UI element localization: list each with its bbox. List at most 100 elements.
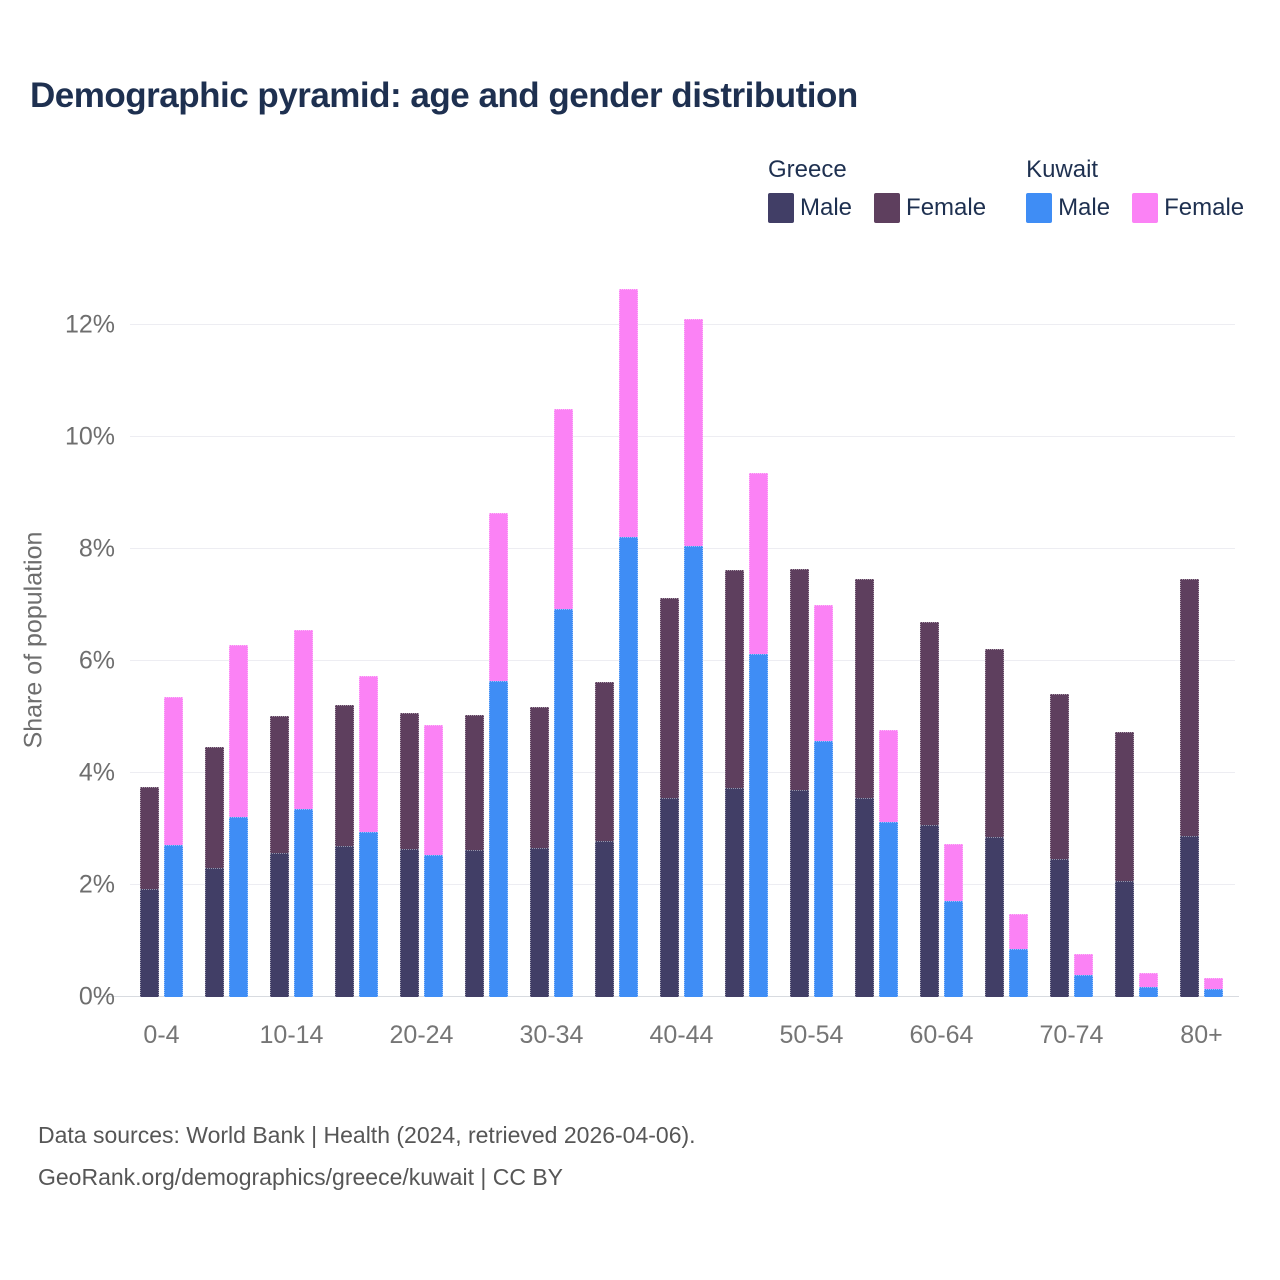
y-axis-title: Share of population <box>19 531 48 749</box>
bar-stack-greece-75-79 <box>1115 731 1134 997</box>
gridline-6pct <box>130 660 1235 661</box>
legend-group-greece: Greece Male Female <box>768 156 986 223</box>
gridline-8pct <box>130 548 1235 549</box>
bar-stack-kuwait-0-4 <box>164 697 183 997</box>
bar-stack-greece-30-34 <box>530 706 549 997</box>
bar-greece-male-0-4 <box>140 888 159 997</box>
bar-kuwait-male-30-34 <box>554 609 573 997</box>
bar-kuwait-female-45-49 <box>749 472 768 655</box>
bar-group-75-79 <box>1115 283 1158 997</box>
bar-stack-kuwait-45-49 <box>749 472 768 997</box>
bar-group-50-54 <box>790 283 833 997</box>
legend-group-title: Kuwait <box>1026 156 1099 183</box>
x-tick-label-20-24: 20-24 <box>389 1021 454 1049</box>
bar-kuwait-male-55-59 <box>879 821 898 997</box>
y-tick-label-0pct: 0% <box>78 982 115 1011</box>
bar-stack-kuwait-35-39 <box>619 289 638 997</box>
bar-kuwait-female-10-14 <box>294 629 313 809</box>
bar-stack-kuwait-40-44 <box>684 319 703 997</box>
bar-stack-greece-20-24 <box>400 713 419 997</box>
bar-kuwait-female-70-74 <box>1074 953 1093 976</box>
bar-group-60-64 <box>920 283 963 997</box>
gridline-4pct <box>130 772 1235 773</box>
bar-group-55-59 <box>855 283 898 997</box>
bar-greece-male-50-54 <box>790 789 809 997</box>
bar-kuwait-male-25-29 <box>489 680 508 997</box>
bar-kuwait-male-50-54 <box>814 741 833 997</box>
bar-stack-kuwait-50-54 <box>814 605 833 997</box>
bar-group-35-39 <box>595 283 638 997</box>
bar-stack-greece-50-54 <box>790 568 809 997</box>
bar-kuwait-male-65-69 <box>1009 948 1028 997</box>
bar-stack-kuwait-15-19 <box>359 676 378 997</box>
legend-swatch-greece-female <box>874 193 901 223</box>
bar-stack-greece-25-29 <box>465 715 484 997</box>
y-tick-label-2pct: 2% <box>78 870 115 899</box>
bar-kuwait-male-70-74 <box>1074 975 1093 997</box>
bar-greece-female-10-14 <box>270 715 289 854</box>
bar-stack-kuwait-70-74 <box>1074 953 1093 997</box>
bar-kuwait-female-55-59 <box>879 730 898 822</box>
bar-stack-kuwait-10-14 <box>294 629 313 997</box>
gridline-2pct <box>130 884 1235 885</box>
bar-greece-female-30-34 <box>530 706 549 849</box>
bar-greece-male-30-34 <box>530 848 549 997</box>
chart-footer: Data sources: World Bank | Health (2024,… <box>38 1114 696 1198</box>
bar-kuwait-male-5-9 <box>229 817 248 997</box>
y-tick-label-10pct: 10% <box>64 422 115 451</box>
bar-stack-kuwait-65-69 <box>1009 913 1028 997</box>
legend-swatch-greece-male <box>768 193 794 223</box>
bar-kuwait-female-60-64 <box>944 843 963 901</box>
bar-greece-female-80+ <box>1180 579 1199 837</box>
bar-stack-greece-35-39 <box>595 681 614 997</box>
y-tick-label-6pct: 6% <box>78 646 115 675</box>
bar-greece-male-15-19 <box>335 845 354 997</box>
bar-kuwait-male-35-39 <box>619 536 638 997</box>
bar-greece-male-20-24 <box>400 848 419 997</box>
bar-greece-female-5-9 <box>205 747 224 869</box>
bar-group-30-34 <box>530 283 573 997</box>
x-tick-label-50-54: 50-54 <box>779 1021 844 1049</box>
legend-item-kuwait-male: Male <box>1026 193 1110 223</box>
bar-greece-female-20-24 <box>400 713 419 849</box>
bar-kuwait-female-15-19 <box>359 676 378 832</box>
bar-stack-greece-0-4 <box>140 787 159 997</box>
footer-source-line: Data sources: World Bank | Health (2024,… <box>38 1122 696 1148</box>
bar-stack-kuwait-20-24 <box>424 724 443 997</box>
bar-greece-female-0-4 <box>140 787 159 889</box>
bar-greece-male-25-29 <box>465 850 484 997</box>
x-tick-label-70-74: 70-74 <box>1039 1021 1104 1049</box>
bar-kuwait-female-65-69 <box>1009 913 1028 949</box>
y-tick-label-8pct: 8% <box>78 534 115 563</box>
bar-stack-greece-5-9 <box>205 747 224 997</box>
bar-greece-female-70-74 <box>1050 693 1069 859</box>
bar-stack-kuwait-80+ <box>1204 977 1223 997</box>
bar-group-15-19 <box>335 283 378 997</box>
bar-greece-male-75-79 <box>1115 881 1134 997</box>
bar-kuwait-female-5-9 <box>229 645 248 818</box>
bar-kuwait-female-35-39 <box>619 289 638 537</box>
bar-stack-kuwait-5-9 <box>229 645 248 997</box>
bar-stack-greece-70-74 <box>1050 693 1069 997</box>
bar-stack-greece-60-64 <box>920 621 939 997</box>
y-tick-label-12pct: 12% <box>64 310 115 339</box>
bar-kuwait-female-20-24 <box>424 724 443 855</box>
bar-kuwait-male-40-44 <box>684 545 703 997</box>
bar-kuwait-female-50-54 <box>814 605 833 742</box>
bar-kuwait-male-75-79 <box>1139 987 1158 997</box>
page-title: Demographic pyramid: age and gender dist… <box>30 76 858 115</box>
bar-stack-greece-65-69 <box>985 648 1004 997</box>
y-tick-label-4pct: 4% <box>78 758 115 787</box>
bar-greece-male-10-14 <box>270 853 289 997</box>
legend-swatch-kuwait-female <box>1132 193 1159 223</box>
legend-group-kuwait: Kuwait Male Female <box>1026 156 1244 223</box>
legend-item-greece-male: Male <box>768 193 852 223</box>
gridline-12pct <box>130 324 1235 325</box>
bar-stack-kuwait-30-34 <box>554 409 573 997</box>
legend-label: Male <box>800 194 853 221</box>
bar-group-40-44 <box>660 283 703 997</box>
bar-kuwait-male-20-24 <box>424 854 443 997</box>
bar-greece-male-60-64 <box>920 824 939 997</box>
bar-greece-male-35-39 <box>595 840 614 997</box>
